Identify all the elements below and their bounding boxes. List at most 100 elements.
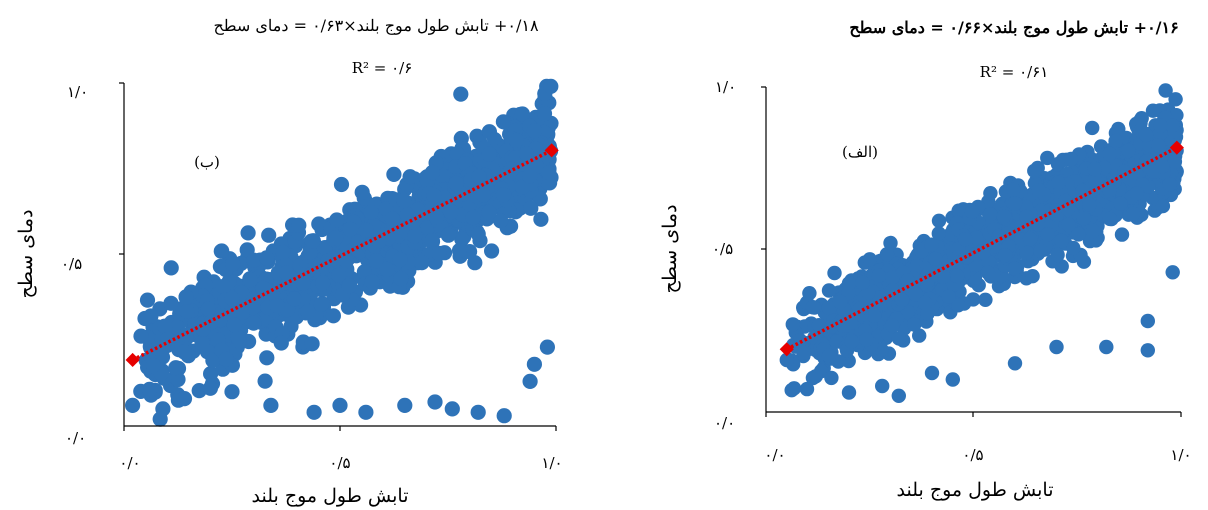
scatter-point [261,227,277,243]
trendline-end-marker [544,143,559,158]
scatter-point [1165,265,1180,280]
scatter-point [246,252,262,268]
scatter-point [393,270,409,287]
scatter-point [311,216,327,232]
scatter-point [1007,196,1023,211]
scatter-point [808,369,823,384]
scatter-point [168,360,184,376]
scatter-point [386,166,402,182]
scatter-point [448,175,464,191]
scatter-point [328,230,344,246]
scatter-point [471,169,487,185]
scatter-point [824,370,839,386]
y-axis-title: دمای سطح [15,209,37,298]
scatter-point [834,318,850,333]
scatter-point [879,247,895,262]
scatter-point [176,344,192,360]
scatter-point [278,265,295,281]
scatter-point [338,253,354,269]
scatter-point [1113,196,1128,211]
trendline [131,148,553,362]
x-tick-label: ۱/۰ [541,454,562,472]
scatter-point [205,352,221,369]
scatter-point [885,318,900,333]
scatter-point [1051,175,1066,190]
scatter-point [224,290,240,307]
scatter-point [855,275,870,290]
scatter-point [259,250,275,266]
scatter-point [1155,159,1170,174]
scatter-point [1158,83,1173,98]
scatter-point [484,243,500,259]
scatter-point [541,165,557,181]
scatter-point [983,207,998,222]
scatter-point [1129,186,1145,201]
scatter-point [170,371,186,388]
scatter-point [315,275,331,291]
scatter-point [424,233,440,249]
scatter-point [342,221,358,237]
scatter-point [257,373,273,389]
x-axis-title: تابش طول موج بلند [897,479,1054,501]
scatter-point [785,317,800,332]
scatter-point [1054,233,1069,249]
scatter-point [470,404,486,420]
scatter-point [958,232,973,247]
scatter-point [1086,223,1101,239]
scatter-point [396,193,412,209]
scatter-point [522,168,538,184]
scatter-point [392,252,408,268]
scatter-point [1087,162,1102,177]
scatter-point [980,265,996,280]
scatter-point [1031,217,1046,232]
scatter-point [518,146,535,162]
scatter-point [145,357,161,373]
panel-label: (ب) [194,153,220,171]
scatter-point [859,332,874,347]
scatter-point [313,296,329,312]
chart-title: ۰/۱۸+ تابش طول موج بلند×۰/۶۳ = دمای سطح [213,16,538,35]
y-tick-label: ۰/۰ [714,414,735,432]
scatter-point [978,292,993,307]
scatter-point [1066,240,1081,256]
scatter-point [332,397,348,413]
scatter-point [536,106,553,122]
scatter-point [329,212,345,228]
scatter-point [354,184,370,200]
scatter-point [397,397,413,413]
scatter-point [453,86,469,102]
scatter-point [368,253,384,269]
scatter-point [797,345,812,360]
x-axis-title: تابش طول موج بلند [252,485,409,507]
trendline-end-marker [779,342,794,357]
scatter-point [996,209,1012,224]
scatter-point [496,187,512,203]
scatter-points [125,78,559,427]
scatter-point [983,186,998,201]
scatter-point [949,268,965,284]
scatter-point [133,328,149,344]
scatter-point [242,272,258,288]
scatter-point [179,303,195,319]
scatter-point [275,244,291,260]
scatter-point [226,317,242,333]
scatter-point [805,300,821,315]
scatter-point [875,378,890,394]
scatter-point [885,270,900,286]
scatter-point [533,211,549,227]
trendline-end-marker [125,352,140,368]
scatter-point [427,394,443,410]
scatter-point [163,260,179,276]
scatter-point [291,217,307,233]
scatter-point [1019,209,1034,224]
scatter-point [1153,118,1168,133]
scatter-point [178,289,194,305]
scatter-point [493,213,509,229]
y-tick-label: ۰/۰ [65,429,86,447]
scatter-point [1162,177,1178,192]
scatter-point [304,233,320,249]
scatter-point [1022,231,1038,247]
scatter-point [935,269,951,284]
scatter-point [908,287,923,302]
